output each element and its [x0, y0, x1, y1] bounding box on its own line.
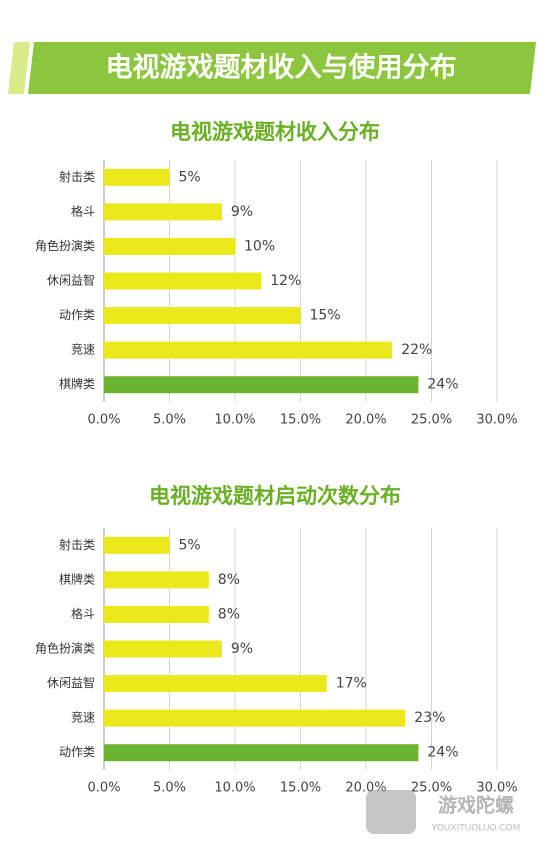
- x-tick-label: 15.0%: [280, 413, 321, 428]
- x-tick-label: 0.0%: [87, 781, 120, 796]
- y-tick-label: 动作类: [59, 745, 95, 759]
- y-tick-label: 休闲益智: [47, 273, 95, 288]
- banner-accent: [8, 42, 30, 94]
- bar: [104, 675, 327, 693]
- y-tick-label: 射击类: [59, 169, 95, 184]
- chart-title: 电视游戏题材启动次数分布: [149, 484, 401, 508]
- bar: [104, 168, 170, 186]
- x-tick-label: 25.0%: [411, 413, 452, 428]
- bar: [104, 376, 419, 394]
- data-label: 22%: [401, 342, 432, 358]
- x-tick-label: 15.0%: [280, 781, 321, 796]
- page-title: 电视游戏题材收入与使用分布: [106, 53, 457, 84]
- chart-title: 电视游戏题材收入分布: [170, 120, 380, 144]
- data-label: 17%: [336, 676, 367, 692]
- y-tick-label: 格斗: [71, 203, 95, 218]
- bar: [104, 709, 406, 727]
- y-tick-label: 角色扮演类: [35, 641, 95, 656]
- y-tick-label: 动作类: [59, 308, 95, 322]
- y-tick-label: 竞速: [71, 343, 95, 357]
- x-tick-label: 5.0%: [153, 781, 186, 796]
- y-tick-label: 格斗: [71, 606, 95, 621]
- data-label: 9%: [231, 204, 253, 220]
- data-label: 23%: [414, 710, 445, 726]
- banner: [28, 42, 536, 94]
- data-label: 12%: [270, 273, 301, 289]
- bar: [104, 536, 170, 554]
- x-tick-label: 5.0%: [153, 413, 186, 428]
- y-tick-label: 射击类: [59, 537, 95, 552]
- bar: [104, 203, 222, 221]
- bar: [104, 341, 393, 359]
- data-label: 15%: [310, 308, 341, 324]
- bar: [104, 744, 419, 762]
- data-label: 5%: [179, 537, 201, 553]
- x-tick-label: 10.0%: [214, 413, 255, 428]
- watermark: 游戏陀螺 YOUXITUOLUO.COM: [366, 790, 520, 834]
- y-tick-label: 角色扮演类: [35, 238, 95, 253]
- data-label: 9%: [231, 641, 253, 657]
- y-tick-label: 休闲益智: [47, 675, 95, 690]
- data-label: 24%: [427, 377, 458, 393]
- data-label: 24%: [427, 745, 458, 761]
- watermark-name: 游戏陀螺: [438, 794, 514, 817]
- x-tick-label: 30.0%: [476, 413, 517, 428]
- bar: [104, 307, 301, 325]
- y-tick-label: 竞速: [71, 711, 95, 725]
- data-label: 10%: [244, 238, 275, 254]
- bar: [104, 237, 235, 255]
- bar: [104, 640, 222, 658]
- bar: [104, 571, 209, 589]
- x-tick-label: 25.0%: [411, 781, 452, 796]
- x-tick-label: 20.0%: [345, 413, 386, 428]
- y-tick-label: 棋牌类: [59, 572, 95, 586]
- data-label: 8%: [218, 606, 240, 622]
- data-label: 8%: [218, 572, 240, 588]
- bar: [104, 272, 262, 290]
- y-tick-label: 棋牌类: [59, 377, 95, 391]
- x-tick-label: 10.0%: [214, 781, 255, 796]
- watermark-icon: [366, 790, 416, 834]
- x-tick-label: 0.0%: [87, 413, 120, 428]
- bar: [104, 605, 209, 623]
- data-label: 5%: [179, 169, 201, 185]
- watermark-url: YOUXITUOLUO.COM: [431, 824, 521, 834]
- x-tick-label: 30.0%: [476, 781, 517, 796]
